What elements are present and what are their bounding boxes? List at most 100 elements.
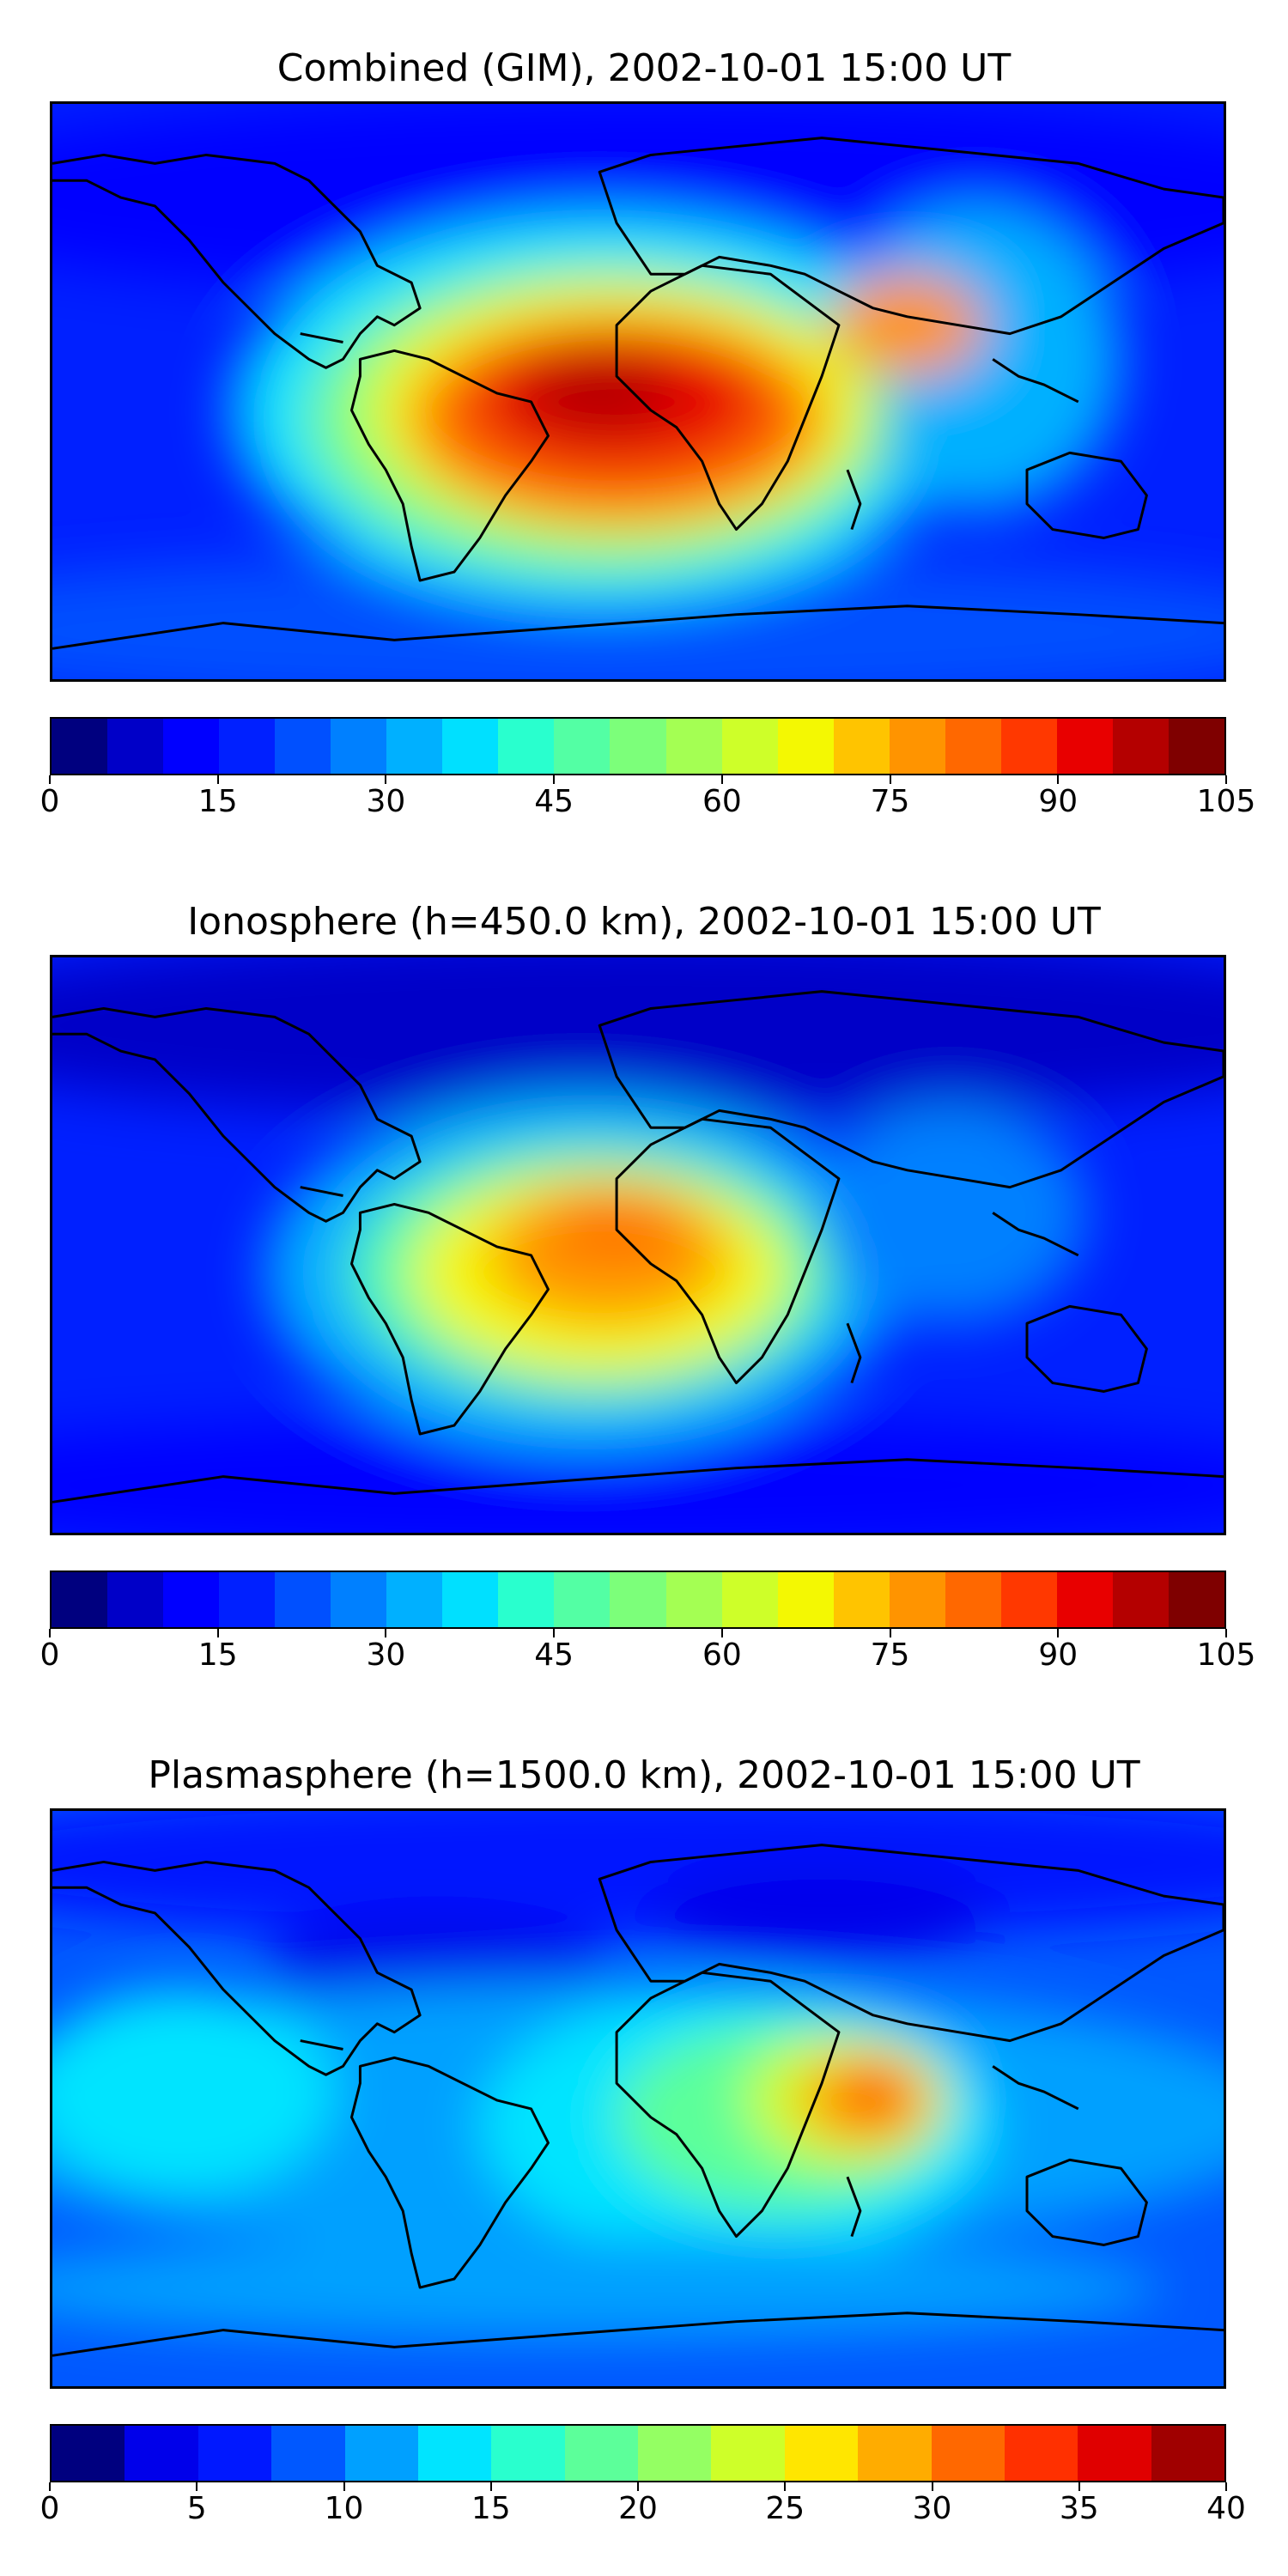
colorbar-tick-label: 30 — [366, 784, 406, 819]
colorbar-segment — [1056, 1572, 1113, 1627]
colorbar-segment — [784, 2426, 859, 2481]
colorbar-segment — [344, 2426, 418, 2481]
colorbar-segment — [275, 1572, 331, 1627]
colorbar-tick-mark — [889, 1629, 891, 1637]
colorbar-segment — [777, 719, 834, 774]
colorbar-tick-mark — [1225, 1629, 1227, 1637]
colorbar-segment — [331, 1572, 387, 1627]
colorbar-segment — [721, 719, 778, 774]
colorbar-tick-label: 75 — [870, 1637, 910, 1673]
colorbar-tick-mark — [216, 775, 219, 784]
colorbar-segment — [498, 1572, 555, 1627]
colorbar-tick-label: 60 — [702, 784, 742, 819]
colorbar-tick-mark — [216, 1629, 219, 1637]
colorbar-tick-label: 25 — [765, 2491, 805, 2526]
colorbar-tick-label: 15 — [471, 2491, 511, 2526]
colorbar-tick-label: 0 — [39, 784, 60, 819]
colorbar-tick-mark — [889, 775, 891, 784]
colorbar-segment — [1112, 719, 1169, 774]
colorbar-tick-mark — [49, 1629, 51, 1637]
colorbar-tick-label: 45 — [534, 784, 574, 819]
colorbar-tick-mark — [1057, 1629, 1060, 1637]
colorbar-segment — [52, 719, 108, 774]
colorbar-segment — [442, 719, 499, 774]
colorbar-tick-mark — [343, 2482, 345, 2491]
colorbar-segment — [219, 1572, 276, 1627]
colorbar-segment — [889, 1572, 945, 1627]
colorbar-segment — [833, 719, 890, 774]
colorbar-tick-mark — [1078, 2482, 1080, 2491]
colorbar-segment — [564, 2426, 638, 2481]
colorbar-segment — [711, 2426, 785, 2481]
colorbar-tick-mark — [385, 775, 387, 784]
colorbar-tick-label: 15 — [197, 1637, 238, 1673]
colorbar-tick-mark — [1225, 2482, 1227, 2491]
colorbar-segment — [721, 1572, 778, 1627]
colorbar-tick-label: 40 — [1206, 2491, 1246, 2526]
colorbar-tick-mark — [720, 775, 723, 784]
colorbar-tick-label: 60 — [702, 1637, 742, 1673]
colorbar-tick-label: 45 — [534, 1637, 574, 1673]
colorbar-tick-mark — [931, 2482, 933, 2491]
colorbar-segment — [610, 719, 666, 774]
colorbar-tick-label: 35 — [1059, 2491, 1099, 2526]
colorbar-segment — [52, 1572, 108, 1627]
colorbar-tick-mark — [1057, 775, 1060, 784]
colorbar-segment — [665, 719, 722, 774]
colorbar-segment — [386, 1572, 443, 1627]
colorbar-segment — [442, 1572, 499, 1627]
colorbar-tick-mark — [196, 2482, 198, 2491]
colorbar-ticks-combined: 0 15 30 45 60 75 90 105 — [40, 775, 1255, 819]
colorbar-tick-label: 30 — [912, 2491, 952, 2526]
colorbar-ticks-ionosphere: 0 15 30 45 60 75 90 105 — [40, 1629, 1255, 1673]
tec-map-combined — [50, 101, 1226, 682]
colorbar-ticks-plasmasphere: 0 5 10 15 20 25 30 35 40 — [40, 2482, 1246, 2526]
colorbar-tick-mark — [489, 2482, 492, 2491]
colorbar-tick-mark — [784, 2482, 787, 2491]
colorbar-segment — [1000, 1572, 1057, 1627]
colorbar-tick-mark — [553, 1629, 556, 1637]
colorbar-segment — [554, 719, 611, 774]
colorbar-tick-label: 15 — [197, 784, 238, 819]
colorbar-tick-mark — [385, 1629, 387, 1637]
colorbar-segment — [1056, 719, 1113, 774]
colorbar-segment — [498, 719, 555, 774]
tec-map-ionosphere — [50, 955, 1226, 1535]
colorbar-segment — [610, 1572, 666, 1627]
colorbar-segment — [889, 719, 945, 774]
colorbar-segment — [271, 2426, 345, 2481]
colorbar-tick-label: 90 — [1038, 1637, 1078, 1673]
colorbar-segment — [1078, 2426, 1151, 2481]
colorbar-segment — [125, 2426, 198, 2481]
colorbar-tick-label: 105 — [1196, 784, 1256, 819]
colorbar-tick-mark — [553, 775, 556, 784]
colorbar-tick-mark — [1225, 775, 1227, 784]
colorbar-tick-mark — [720, 1629, 723, 1637]
colorbar-tick-mark — [49, 775, 51, 784]
colorbar-segment — [931, 2426, 1005, 2481]
colorbar-plasmasphere — [50, 2424, 1226, 2482]
colorbar-segment — [1151, 2426, 1224, 2481]
colorbar-combined — [50, 717, 1226, 775]
colorbar-tick-mark — [637, 2482, 639, 2491]
colorbar-segment — [491, 2426, 565, 2481]
colorbar-segment — [417, 2426, 492, 2481]
colorbar-tick-label: 20 — [618, 2491, 658, 2526]
colorbar-segment — [1112, 1572, 1169, 1627]
colorbar-segment — [52, 2426, 125, 2481]
colorbar-segment — [665, 1572, 722, 1627]
colorbar-tick-label: 10 — [324, 2491, 364, 2526]
colorbar-tick-mark — [49, 2482, 51, 2491]
panel-title-plasmasphere: Plasmasphere (h=1500.0 km), 2002-10-01 1… — [148, 1753, 1140, 1797]
colorbar-segment — [1000, 719, 1057, 774]
colorbar-segment — [331, 719, 387, 774]
colorbar-segment — [107, 1572, 164, 1627]
colorbar-segment — [777, 1572, 834, 1627]
colorbar-segment — [386, 719, 443, 774]
colorbar-segment — [554, 1572, 611, 1627]
panel-title-combined: Combined (GIM), 2002-10-01 15:00 UT — [276, 46, 1012, 90]
colorbar-tick-label: 0 — [39, 2491, 60, 2526]
colorbar-segment — [219, 719, 276, 774]
colorbar-segment — [858, 2426, 932, 2481]
colorbar-segment — [638, 2426, 712, 2481]
